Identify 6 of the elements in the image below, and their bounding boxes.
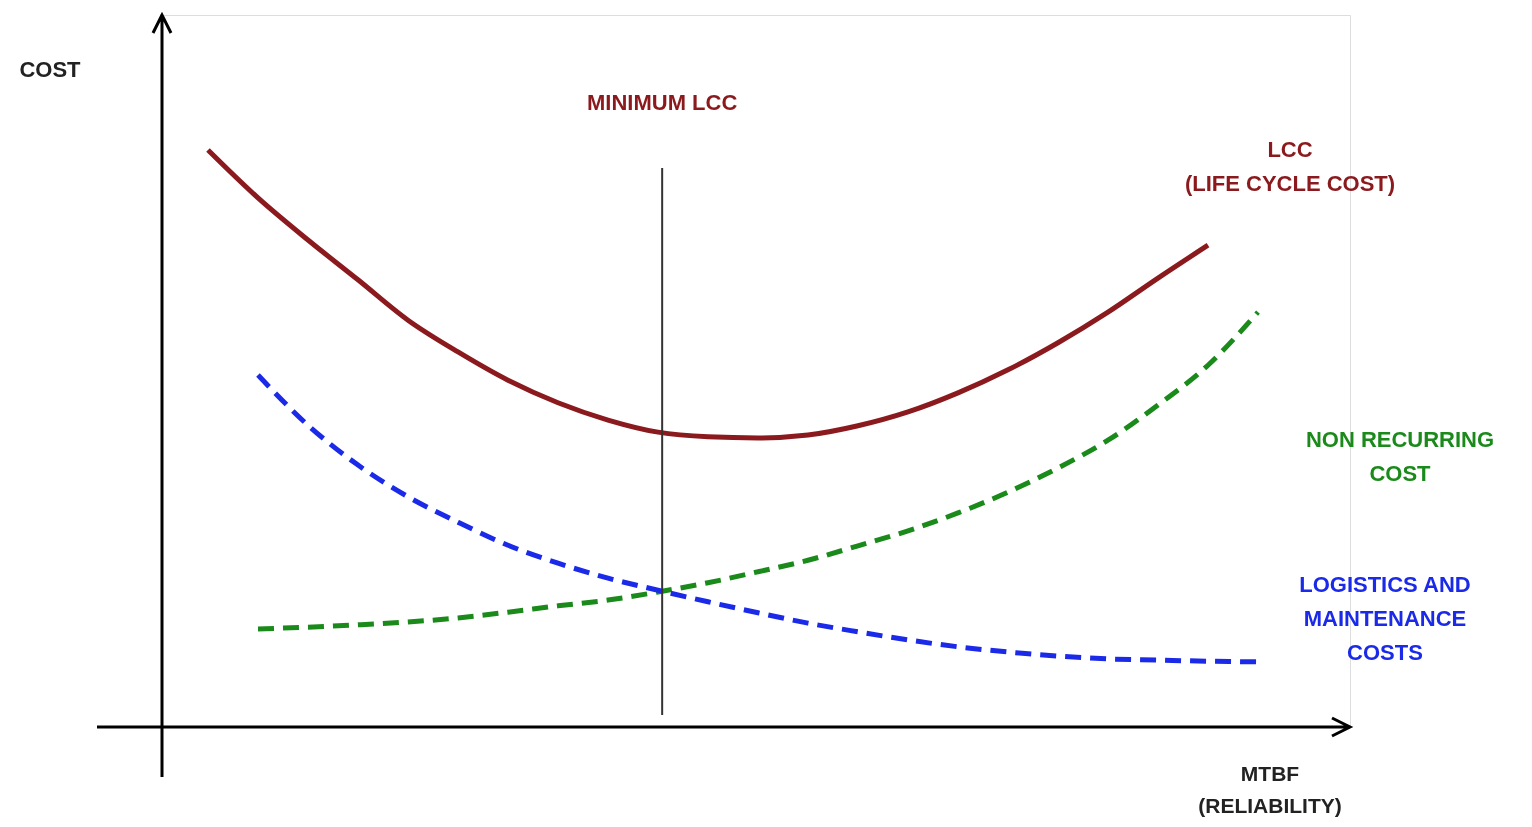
text: COST <box>19 57 82 82</box>
text: MINIMUM LCC <box>587 90 738 115</box>
x-axis-title: MTBF (RELIABILITY) <box>1198 762 1342 817</box>
text: LCC (LIFE CYCLE COST) <box>1184 137 1396 196</box>
text: NON RECURRING COST <box>1305 427 1495 486</box>
series-label: LOGISTICS AND MAINTENANCE COSTS <box>1299 572 1471 665</box>
